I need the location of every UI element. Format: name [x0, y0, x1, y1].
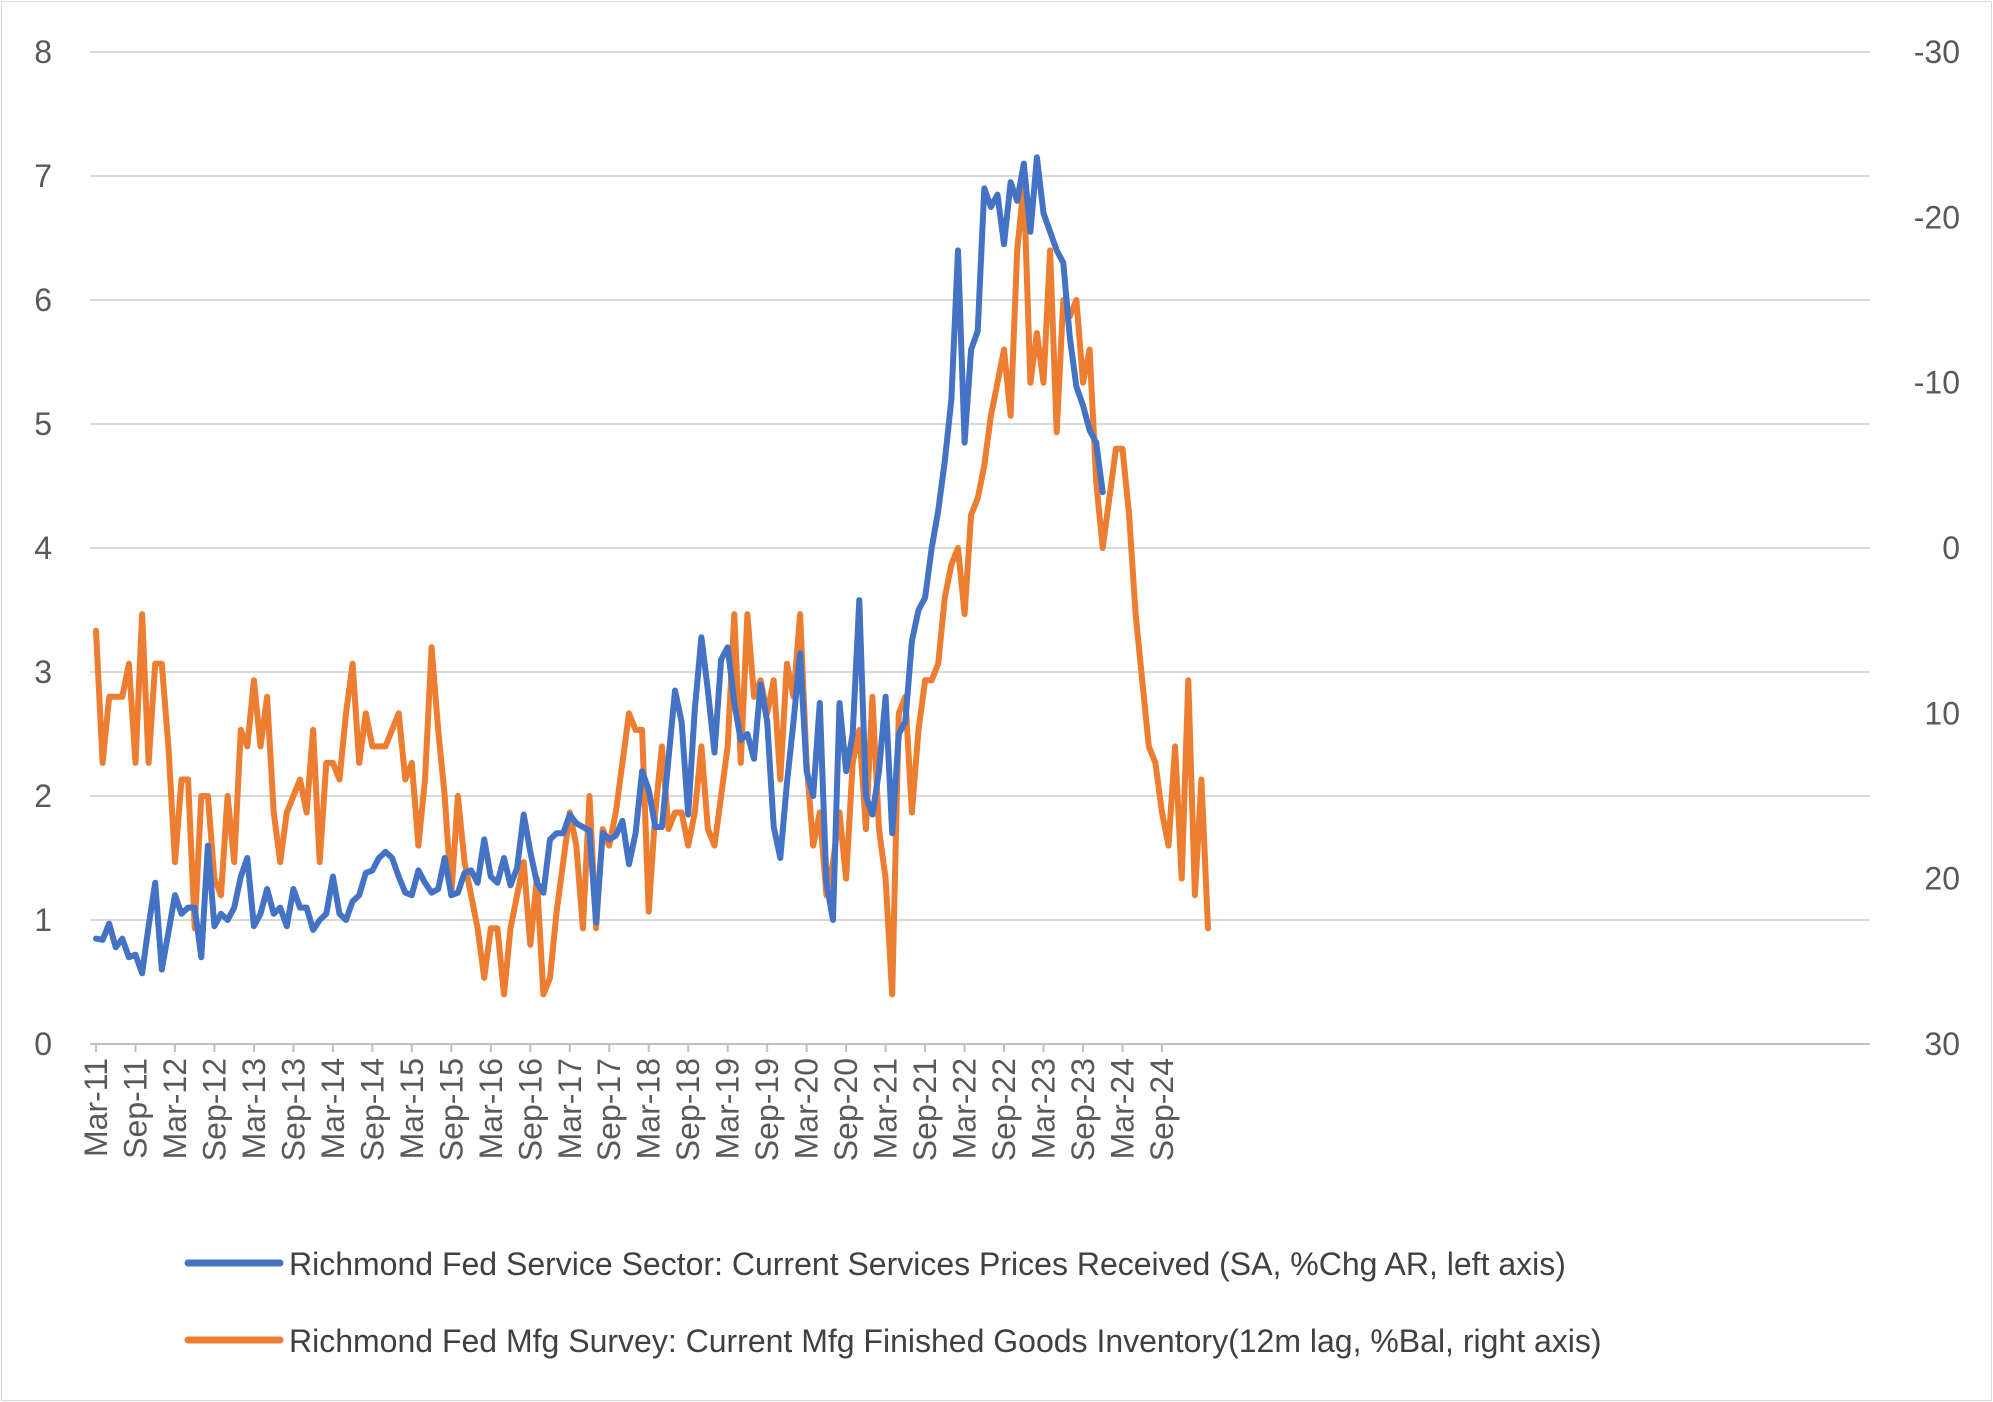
left-axis-tick-label: 6: [34, 282, 52, 318]
right-axis-tick-label: 30: [1924, 1026, 1960, 1062]
x-axis-tick-label: Sep-23: [1065, 1058, 1101, 1161]
legend-entry-blue[interactable]: Richmond Fed Service Sector: Current Ser…: [184, 1246, 1566, 1282]
x-axis-tick-label: Mar-12: [157, 1058, 193, 1159]
x-axis-tick-label: Mar-17: [552, 1058, 588, 1159]
x-axis-tick-label: Mar-14: [315, 1058, 351, 1159]
series-line-finished-goods-inventory[interactable]: [93, 181, 1211, 998]
left-axis-tick-label: 0: [34, 1026, 52, 1062]
x-axis-tick-label: Mar-20: [789, 1058, 825, 1159]
x-axis-tick-label: Mar-21: [868, 1058, 904, 1159]
x-axis-tick-label: Sep-13: [275, 1058, 311, 1161]
legend-label-orange: Richmond Fed Mfg Survey: Current Mfg Fin…: [289, 1323, 1602, 1359]
left-axis-tick-label: 4: [34, 530, 52, 566]
series-lines: [93, 154, 1211, 998]
x-axis-tick-label: Mar-23: [1026, 1058, 1062, 1159]
x-axis-tick-label: Sep-11: [117, 1058, 153, 1159]
x-axis-tick-label: Mar-13: [236, 1058, 272, 1159]
x-axis-ticks: Mar-11 Sep-11 Mar-12 Sep-12 Mar-13 Sep-13 Mar-…: [78, 1044, 1180, 1161]
left-axis-tick-label: 2: [34, 778, 52, 814]
x-axis-tick-label: Sep-19: [749, 1058, 785, 1161]
x-axis-tick-label: Sep-16: [512, 1058, 548, 1161]
x-axis-tick-label: Mar-11: [78, 1058, 114, 1157]
left-axis-tick-label: 1: [34, 902, 52, 938]
right-axis-tick-label: -10: [1914, 365, 1960, 401]
x-axis-tick-label: Sep-15: [433, 1058, 469, 1161]
left-axis-tick-label: 5: [34, 406, 52, 442]
x-axis-tick-label: Mar-22: [947, 1058, 983, 1159]
series-line-services-prices[interactable]: [93, 154, 1106, 977]
gridlines: [90, 51, 1870, 1045]
right-axis-ticks: -30 -20 -10 0 10 20 30: [1914, 34, 1960, 1062]
x-axis-tick-label: Mar-15: [394, 1058, 430, 1159]
right-axis-tick-label: 0: [1942, 530, 1960, 566]
x-axis-tick-label: Mar-24: [1104, 1058, 1140, 1159]
left-axis-ticks: 0 1 2 3 4 5 6 7 8: [34, 34, 52, 1062]
x-axis-tick-label: Sep-12: [196, 1058, 232, 1161]
x-axis-tick-label: Sep-14: [354, 1058, 390, 1161]
legend-label-blue: Richmond Fed Service Sector: Current Ser…: [289, 1246, 1566, 1282]
right-axis-tick-label: -20: [1914, 199, 1960, 235]
legend-entry-orange[interactable]: Richmond Fed Mfg Survey: Current Mfg Fin…: [184, 1323, 1602, 1359]
x-axis-tick-label: Mar-16: [473, 1058, 509, 1159]
right-axis-tick-label: -30: [1914, 34, 1960, 70]
left-axis-tick-label: 8: [34, 34, 52, 70]
right-axis-tick-label: 20: [1924, 861, 1960, 897]
legend: Richmond Fed Service Sector: Current Ser…: [184, 1246, 1602, 1359]
left-axis-tick-label: 7: [34, 158, 52, 194]
x-axis-tick-label: Sep-22: [986, 1058, 1022, 1161]
x-axis-tick-label: Mar-19: [710, 1058, 746, 1159]
x-axis-tick-label: Sep-24: [1144, 1058, 1180, 1161]
x-axis-tick-label: Sep-17: [591, 1058, 627, 1161]
right-axis-tick-label: 10: [1924, 695, 1960, 731]
x-axis-tick-label: Sep-18: [670, 1058, 706, 1161]
x-axis-tick-label: Sep-20: [828, 1058, 864, 1161]
x-axis-tick-label: Sep-21: [907, 1058, 943, 1161]
left-axis-tick-label: 3: [34, 654, 52, 690]
x-axis-tick-label: Mar-18: [631, 1058, 667, 1159]
